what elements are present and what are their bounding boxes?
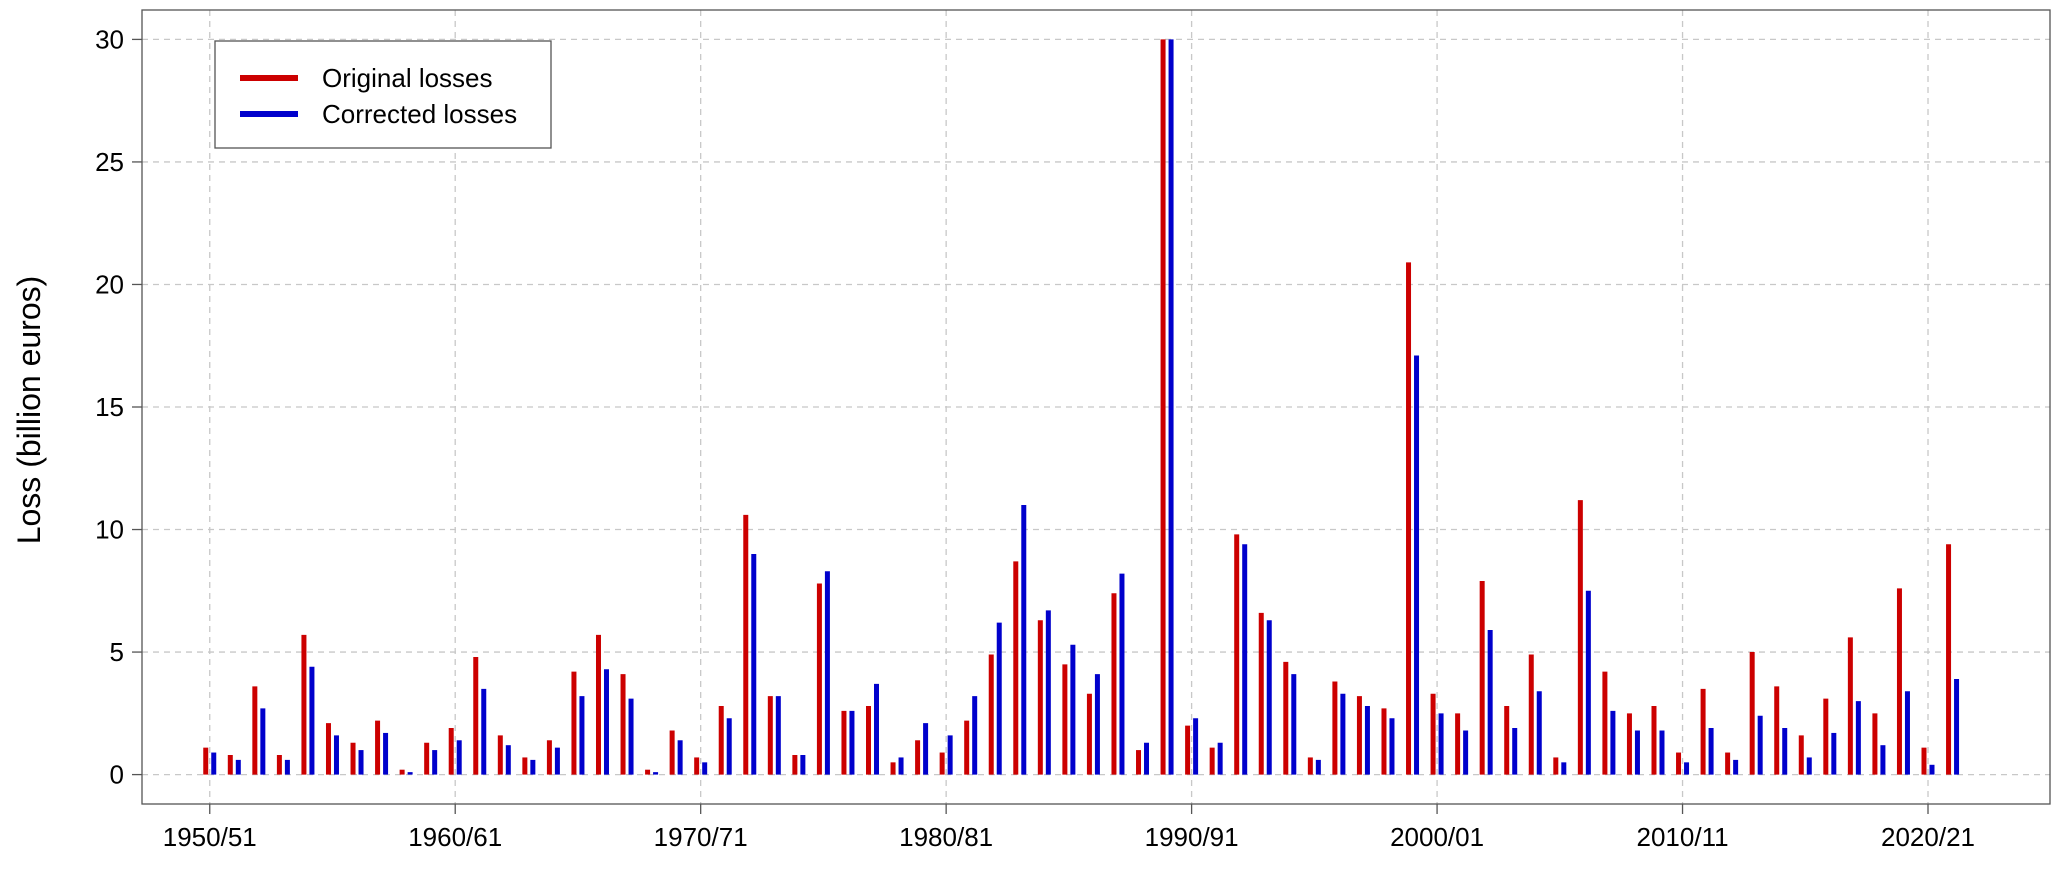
x-tick-label: 1960/61 <box>408 822 502 852</box>
x-tick-label: 1990/91 <box>1145 822 1239 852</box>
y-tick-label: 15 <box>95 392 124 422</box>
x-tick-label: 1970/71 <box>654 822 748 852</box>
y-axis-label: Loss (billion euros) <box>11 276 47 545</box>
y-tick-label: 5 <box>110 637 124 667</box>
y-tick-label: 20 <box>95 269 124 299</box>
x-tick-label: 1950/51 <box>163 822 257 852</box>
x-tick-label: 2020/21 <box>1881 822 1975 852</box>
x-tick-label: 2000/01 <box>1390 822 1484 852</box>
legend-label: Corrected losses <box>322 99 517 129</box>
x-tick-label: 1980/81 <box>899 822 993 852</box>
y-tick-label: 25 <box>95 147 124 177</box>
y-tick-label: 10 <box>95 515 124 545</box>
plot-frame <box>141 9 2051 805</box>
y-tick-label: 30 <box>95 24 124 54</box>
x-tick-label: 2010/11 <box>1637 822 1729 852</box>
y-tick-label: 0 <box>110 760 124 790</box>
legend-label: Original losses <box>322 63 493 93</box>
legend-box <box>214 40 552 149</box>
